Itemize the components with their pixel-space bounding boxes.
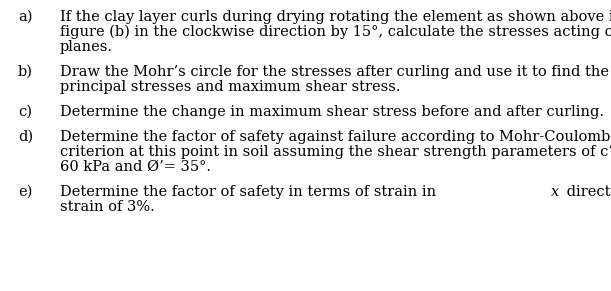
Text: If the clay layer curls during drying rotating the element as shown above in: If the clay layer curls during drying ro… — [60, 10, 611, 24]
Text: b): b) — [18, 65, 33, 79]
Text: c): c) — [18, 105, 32, 119]
Text: Determine the factor of safety in terms of strain in: Determine the factor of safety in terms … — [60, 185, 441, 199]
Text: direction, if clay fails at a: direction, if clay fails at a — [562, 185, 611, 199]
Text: criterion at this point in soil assuming the shear strength parameters of c’ =: criterion at this point in soil assuming… — [60, 145, 611, 159]
Text: e): e) — [18, 185, 32, 199]
Text: x: x — [551, 185, 560, 199]
Text: planes.: planes. — [60, 40, 113, 54]
Text: figure (b) in the clockwise direction by 15°, calculate the stresses acting on t: figure (b) in the clockwise direction by… — [60, 25, 611, 39]
Text: strain of 3%.: strain of 3%. — [60, 200, 155, 214]
Text: a): a) — [18, 10, 32, 24]
Text: d): d) — [18, 130, 33, 144]
Text: Determine the change in maximum shear stress before and after curling.: Determine the change in maximum shear st… — [60, 105, 604, 119]
Text: principal stresses and maximum shear stress.: principal stresses and maximum shear str… — [60, 80, 400, 94]
Text: Draw the Mohr’s circle for the stresses after curling and use it to find the: Draw the Mohr’s circle for the stresses … — [60, 65, 609, 79]
Text: 60 kPa and Ø’= 35°.: 60 kPa and Ø’= 35°. — [60, 160, 211, 174]
Text: Determine the factor of safety against failure according to Mohr-Coulomb: Determine the factor of safety against f… — [60, 130, 610, 144]
